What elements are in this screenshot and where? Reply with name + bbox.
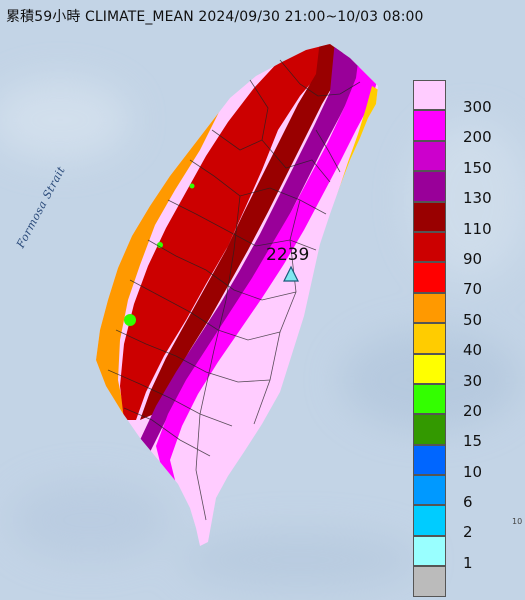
legend-swatch	[413, 110, 446, 141]
band-130	[140, 44, 362, 452]
legend-swatch	[413, 383, 446, 415]
legend-label: 110	[463, 219, 492, 238]
legend-label: 2	[463, 523, 473, 542]
map-title: 累積59小時 CLIMATE_MEAN 2024/09/30 21:00~10/…	[6, 9, 424, 25]
legend-row: 10	[413, 444, 523, 481]
legend-row: 50	[413, 292, 523, 329]
legend-label: 20	[463, 401, 483, 420]
legend-swatch	[413, 292, 446, 324]
legend-row: 6	[413, 475, 523, 511]
legend-row: 150	[413, 140, 523, 177]
band-20-spot	[124, 314, 136, 326]
legend-swatch	[413, 201, 446, 232]
legend-row: 2	[413, 505, 523, 541]
legend-row	[413, 566, 523, 597]
band-110	[140, 44, 345, 420]
legend-row: 40	[413, 323, 523, 359]
legend-swatch	[413, 231, 446, 263]
legend-label: 1	[463, 553, 473, 572]
legend-swatch	[413, 171, 446, 202]
legend-label: 30	[463, 371, 483, 390]
legend-label: 10	[463, 462, 483, 481]
legend-swatch	[413, 80, 446, 111]
legend-label: 90	[463, 249, 483, 268]
legend-label: 15	[463, 432, 483, 451]
legend-swatch	[413, 353, 446, 384]
legend-row: 70	[413, 262, 523, 298]
legend-swatch	[413, 505, 446, 536]
legend-label: 6	[463, 493, 473, 512]
admin-boundaries	[107, 59, 361, 521]
legend-row: 15	[413, 414, 523, 450]
legend-row: 130	[413, 171, 523, 207]
band-20-spot-2	[157, 242, 163, 248]
color-legend: 300 200 150 130 110 90 70 50 40 30 20 15 10 6 2 1	[413, 80, 523, 597]
legend-label: 300	[463, 98, 492, 116]
legend-swatch	[413, 444, 446, 476]
legend-row: 110	[413, 201, 523, 238]
legend-label: 150	[463, 158, 492, 177]
legend-row: 30	[413, 353, 523, 390]
band-20-spot-3	[189, 183, 195, 189]
legend-label: 200	[463, 128, 492, 147]
legend-row: 1	[413, 535, 523, 572]
legend-swatch	[413, 323, 446, 354]
legend-swatch	[413, 262, 446, 293]
legend-label: 50	[463, 310, 483, 329]
legend-swatch	[413, 535, 446, 567]
band-90	[120, 44, 330, 420]
legend-row: 200	[413, 110, 523, 146]
legend-row: 300	[413, 80, 523, 116]
corner-text: 10	[512, 517, 523, 526]
triangle-station-icon	[283, 265, 299, 282]
legend-swatch	[413, 140, 446, 172]
legend-label: 40	[463, 341, 483, 360]
legend-swatch	[413, 414, 446, 445]
legend-row: 20	[413, 383, 523, 420]
legend-label: 70	[463, 280, 483, 299]
legend-row: 90	[413, 231, 523, 268]
legend-swatch	[413, 566, 446, 597]
peak-station-value: 2239	[266, 245, 310, 265]
legend-label: 130	[463, 189, 492, 208]
band-200	[156, 46, 378, 484]
legend-swatch	[413, 475, 446, 506]
